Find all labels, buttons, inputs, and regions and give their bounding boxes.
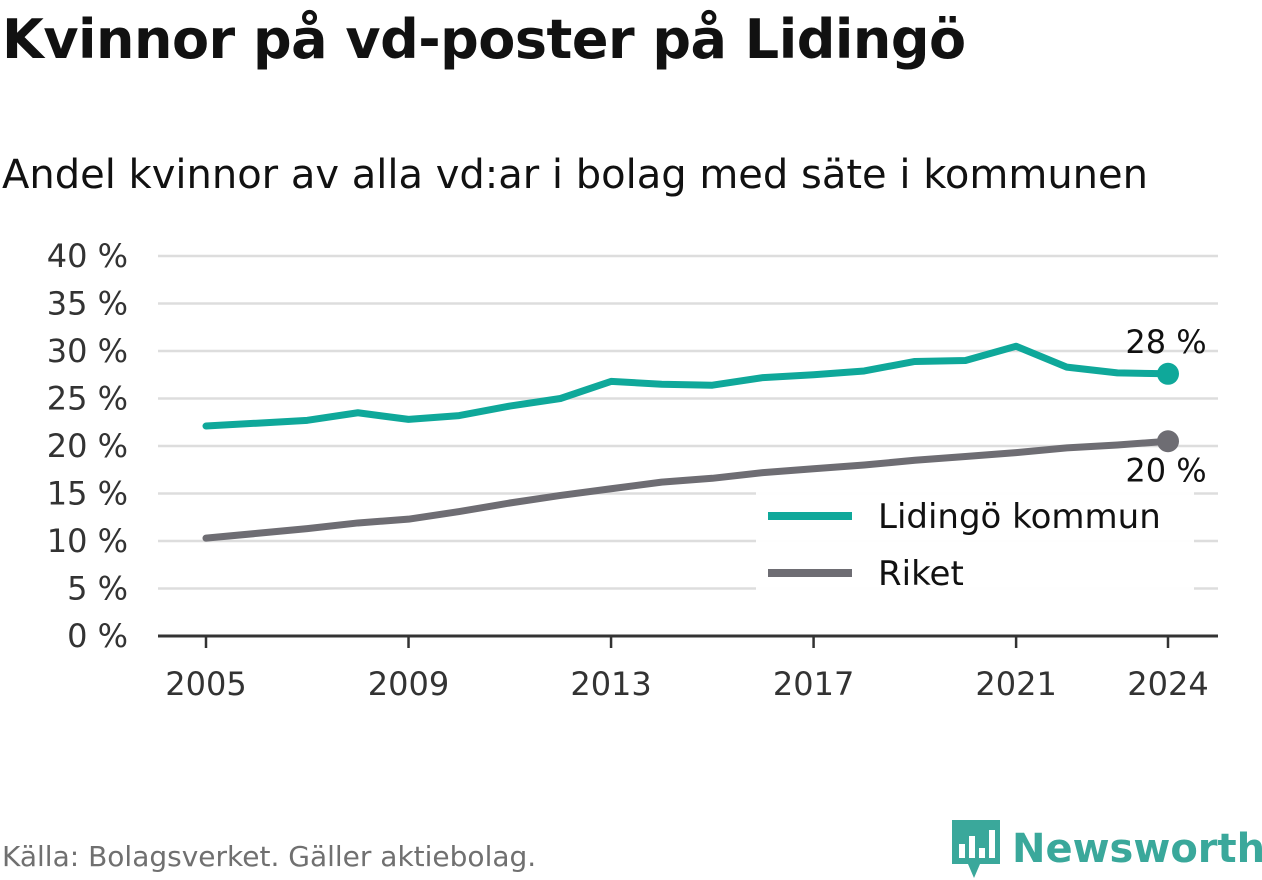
chart-subtitle: Andel kvinnor av alla vd:ar i bolag med … bbox=[2, 152, 1148, 198]
legend-label-lidingo: Lidingö kommun bbox=[878, 497, 1161, 537]
legend-background bbox=[756, 492, 1194, 610]
series-lines: 28 % 20 % bbox=[202, 323, 1207, 542]
series-line-lidingo bbox=[202, 342, 1172, 430]
x-tick-label: 2024 bbox=[1127, 665, 1208, 703]
y-tick-label: 20 % bbox=[47, 427, 128, 465]
y-axis-ticks: 0 % 5 % 10 % 15 % 20 % 25 % 30 % 35 % 40 % bbox=[47, 237, 128, 655]
legend: Lidingö kommun Riket bbox=[756, 492, 1194, 610]
y-tick-label: 10 % bbox=[47, 522, 128, 560]
y-tick-label: 25 % bbox=[47, 380, 128, 418]
y-tick-label: 15 % bbox=[47, 475, 128, 513]
brand-logo: Newsworthy bbox=[950, 818, 1262, 880]
x-tick-label: 2009 bbox=[368, 665, 449, 703]
chart-title: Kvinnor på vd-poster på Lidingö bbox=[2, 8, 966, 71]
y-tick-label: 35 % bbox=[47, 285, 128, 323]
x-tick-label: 2005 bbox=[165, 665, 246, 703]
x-axis-ticks: 2005 2009 2013 2017 2021 2024 bbox=[158, 634, 1218, 703]
brand-name: Newsworthy bbox=[1012, 826, 1262, 872]
y-tick-label: 40 % bbox=[47, 237, 128, 275]
end-label-riket: 20 % bbox=[1125, 451, 1206, 489]
end-label-lidingo: 28 % bbox=[1125, 323, 1206, 361]
end-marker-lidingo bbox=[1157, 362, 1179, 385]
y-tick-label: 5 % bbox=[67, 570, 128, 608]
x-tick-label: 2013 bbox=[570, 665, 651, 703]
x-tick-label: 2017 bbox=[773, 665, 854, 703]
legend-label-riket: Riket bbox=[878, 554, 964, 594]
series-line-riket bbox=[202, 437, 1172, 542]
end-marker-riket bbox=[1157, 430, 1179, 453]
x-tick-label: 2021 bbox=[975, 665, 1056, 703]
y-tick-label: 30 % bbox=[47, 332, 128, 370]
source-note: Källa: Bolagsverket. Gäller aktiebolag. bbox=[2, 840, 537, 873]
grid-lines bbox=[158, 254, 1218, 590]
y-tick-label: 0 % bbox=[67, 617, 128, 655]
line-chart: 0 %5 %10 %15 %20 %25 %30 %35 %40 % 2005 2… bbox=[47, 237, 1218, 703]
newsworthy-logo-icon bbox=[952, 820, 1000, 878]
